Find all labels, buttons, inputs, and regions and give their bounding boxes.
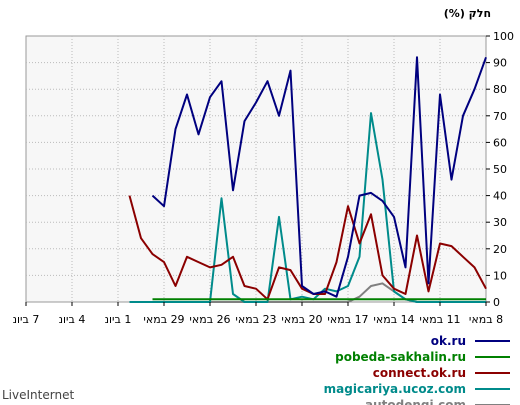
x-tick-label: 20 במאי (281, 313, 322, 326)
series-line-connect-ok-ru (128, 195, 487, 301)
y-axis-label: חלק (%) (444, 7, 491, 20)
brand-label: LiveInternet (2, 388, 74, 402)
grid (26, 36, 486, 302)
y-tick-label: 60 (493, 136, 507, 149)
x-tick-label: 14 במאי (373, 313, 414, 326)
y-tick-label: 10 (493, 269, 507, 282)
x-tick-label: 1 ביונ (105, 313, 132, 326)
legend-label: magicariya.ucoz.com (324, 382, 466, 396)
legend-label: pobeda-sakhalin.ru (335, 350, 466, 364)
x-tick-label: 29 במאי (143, 313, 184, 326)
y-tick-label: 40 (493, 190, 507, 203)
y-tick-label: 90 (493, 57, 507, 70)
x-tick-label: 8 במאי (469, 313, 503, 326)
x-tick-label: 11 במאי (419, 313, 460, 326)
series-line-ok-ru (151, 56, 487, 298)
legend-label: ok.ru (431, 334, 466, 348)
x-tick-label: 7 ביונ (13, 313, 40, 326)
x-axis: 8 במאי 11 במאי 14 במאי 17 במאי 20 במאי 23 במא… (13, 302, 503, 326)
legend-label: connect.ok.ru (373, 366, 466, 380)
x-tick-label: 26 במאי (189, 313, 230, 326)
y-tick-label: 70 (493, 110, 507, 123)
legend: ok.ru pobeda-sakhalin.ru connect.ok.ru magi… (324, 334, 510, 405)
legend-label: autodengi.com (365, 398, 466, 405)
y-tick-label: 20 (493, 243, 507, 256)
y-tick-label: 30 (493, 216, 507, 229)
x-tick-label: 23 במאי (235, 313, 276, 326)
y-tick-label: 0 (493, 296, 500, 309)
series-group (128, 56, 487, 303)
x-tick-label: 17 במאי (327, 313, 368, 326)
y-tick-label: 80 (493, 83, 507, 96)
series-line-magicariya-ucoz-com (129, 112, 486, 303)
x-tick-label: 4 ביונ (59, 313, 86, 326)
y-tick-label: 100 (493, 30, 514, 43)
y-axis: 0 10 20 30 40 50 60 70 80 90 100 (486, 30, 514, 309)
y-tick-label: 50 (493, 163, 507, 176)
